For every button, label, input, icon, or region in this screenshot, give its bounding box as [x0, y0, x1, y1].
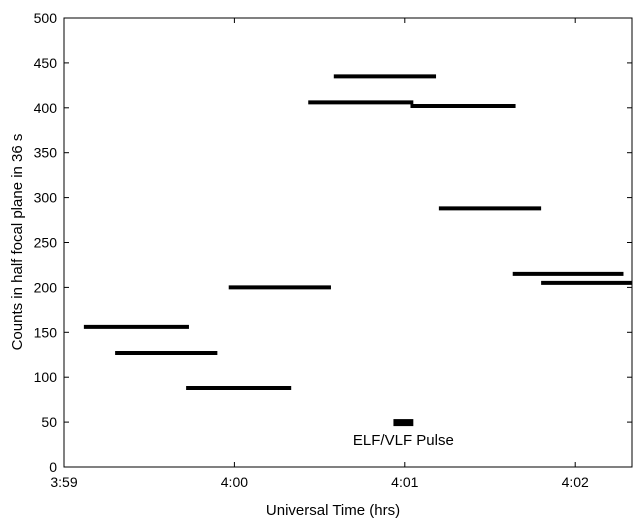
x-axis: 3:59 4:00 4:01 4:02	[50, 18, 589, 490]
plot-frame	[63, 17, 633, 468]
y-tick-label: 350	[34, 145, 58, 161]
y-tick-label: 100	[34, 369, 58, 385]
elf-vlf-pulse-label: ELF/VLF Pulse	[353, 432, 454, 449]
x-axis-title: Universal Time (hrs)	[266, 502, 400, 519]
y-tick-label: 50	[41, 414, 57, 430]
x-tick-label: 4:02	[562, 474, 589, 490]
y-tick-label: 450	[34, 55, 58, 71]
y-tick-label: 250	[34, 235, 58, 251]
y-axis-title: Counts in half focal plane in 36 s	[9, 134, 26, 351]
annotations: ELF/VLF Pulse	[353, 419, 454, 449]
x-tick-label: 3:59	[50, 474, 77, 490]
y-tick-label: 400	[34, 100, 58, 116]
y-tick-label: 200	[34, 279, 58, 295]
y-tick-label: 500	[34, 10, 58, 26]
y-axis: 0 50 100 150 200 250 300 350 400 450 500	[34, 10, 632, 475]
elf-vlf-pulse-marker	[393, 419, 414, 427]
y-tick-label: 0	[49, 459, 57, 475]
data-series	[83, 74, 632, 390]
x-tick-label: 4:01	[391, 474, 418, 490]
y-tick-label: 150	[34, 324, 58, 340]
y-tick-label: 300	[34, 190, 58, 206]
x-tick-label: 4:00	[221, 474, 248, 490]
